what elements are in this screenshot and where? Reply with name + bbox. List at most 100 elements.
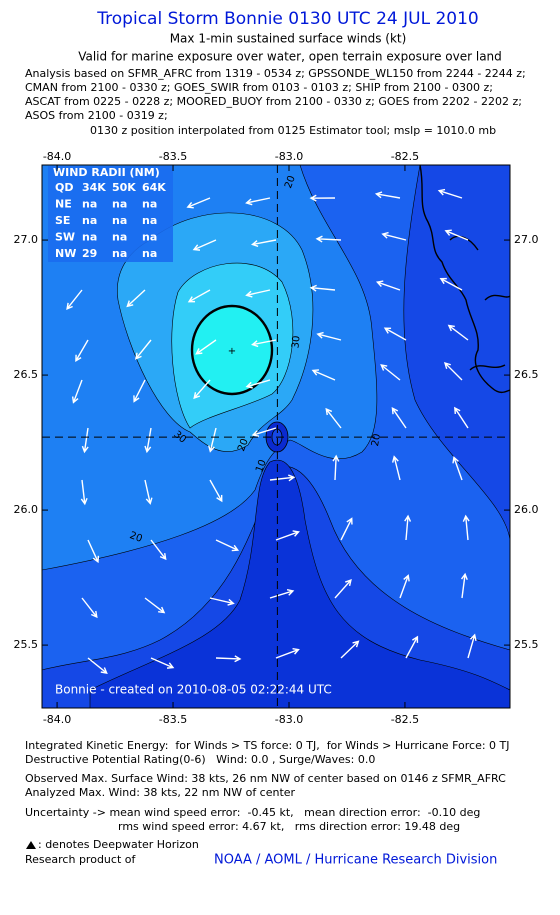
wind-radii-cell: na [82, 231, 97, 244]
wind-arrow [215, 539, 240, 552]
x-tick-label: -83.0 [275, 150, 303, 163]
wind-arrow [192, 239, 217, 251]
y-tick-label: 27.0 [514, 233, 539, 246]
footer-line: rms wind speed error: 4.67 kt, rms direc… [118, 820, 460, 833]
wind-arrow [209, 597, 235, 606]
y-tick-label: 25.5 [514, 638, 539, 651]
analysis-line: ASCAT from 0225 - 0228 z; MOORED_BUOY fr… [25, 95, 522, 108]
wind-arrow [133, 379, 146, 403]
wind-arrow [75, 339, 89, 363]
wind-arrow [316, 331, 342, 341]
wind-arrow [454, 406, 469, 429]
x-tick-label: -83.5 [159, 150, 187, 163]
wind-arrow [250, 239, 277, 248]
wind-radii-cell: 64K [142, 181, 166, 194]
wind-arrow [144, 427, 152, 454]
wind-arrow [437, 188, 463, 199]
wind-arrow [309, 284, 336, 292]
wind-arrow [245, 289, 271, 298]
wind-radii-cell: na [82, 214, 97, 227]
wind-arrow [195, 339, 217, 355]
position-note: 0130 z position interpolated from 0125 E… [90, 124, 496, 137]
wind-arrow [71, 379, 83, 404]
footer-line: Integrated Kinetic Energy: for Winds > T… [25, 739, 510, 752]
wind-band [89, 459, 510, 708]
wind-arrow [375, 280, 401, 291]
wind-radii-cell: NE [55, 198, 72, 211]
wind-arrow [315, 235, 342, 243]
y-tick-label: 26.5 [514, 368, 539, 381]
wind-arrow [309, 194, 336, 202]
contour-label: 20 [128, 530, 144, 545]
y-tick-label: 26.5 [14, 368, 39, 381]
y-tick-label: 26.0 [514, 503, 539, 516]
wind-radii-cell: na [142, 214, 157, 227]
wind-arrow [374, 191, 401, 199]
wind-arrow [452, 456, 463, 481]
wind-arrow [325, 407, 342, 429]
wind-radii-cell: SW [55, 231, 75, 244]
wind-arrow [311, 369, 336, 381]
wind-arrow [275, 530, 300, 541]
wind-arrow [334, 578, 352, 599]
wind-arrow [467, 633, 477, 659]
wind-radii-table: QD 34K 50K 64K NE na na na SE na na na SW na na na NW 29 n… [55, 181, 166, 260]
wind-arrow [405, 635, 419, 659]
wind-arrow [444, 229, 469, 241]
wind-radii-cell: na [112, 231, 127, 244]
wind-arrow [269, 589, 295, 599]
subtitle: Max 1-min sustained surface winds (kt) [170, 32, 407, 46]
wind-radii-cell: NW [55, 247, 76, 260]
wind-arrow [81, 427, 89, 454]
x-tick-label: -84.0 [43, 150, 71, 163]
wind-radii-cell: na [82, 198, 97, 211]
coastline [419, 165, 510, 394]
wind-arrow [380, 364, 401, 381]
wind-arrow [462, 514, 470, 541]
analysis-line: Analysis based on SFMR_AFRC from 1319 - … [25, 67, 526, 80]
map-frame [41, 164, 511, 709]
footer-line: Destructive Potential Rating(0-6) Wind: … [25, 753, 375, 766]
wind-arrow [391, 406, 407, 429]
axes: -84.0 -84.0 -83.5 -83.5 -83.0 -83.0 -82.5 -82.5… [14, 150, 539, 726]
wind-arrow [187, 289, 211, 303]
wind-radii-title: WIND RADII (NM) [53, 166, 160, 179]
wind-arrow [460, 572, 468, 599]
credit: Bonnie - created on 2010-08-05 02:22:44 … [55, 683, 332, 697]
wind-arrow [332, 454, 340, 481]
wind-radii-cell: na [112, 214, 127, 227]
contour-label: 20 [370, 433, 383, 447]
wind-arrow [193, 379, 211, 400]
x-tick-label: -83.0 [275, 713, 303, 726]
wind-radii-cell: na [142, 247, 157, 260]
wind-arrow [144, 597, 166, 614]
wind-radii-cell: na [142, 198, 157, 211]
wind-arrow [144, 479, 153, 505]
contour-label: 30 [290, 335, 302, 349]
wind-arrow [447, 324, 469, 341]
wind-arrow [251, 339, 277, 348]
wind-radii-cell: QD [55, 181, 73, 194]
wind-arrow [150, 657, 175, 669]
y-tick-label: 27.0 [14, 233, 39, 246]
title: Tropical Storm Bonnie 0130 UTC 24 JUL 20… [96, 9, 478, 29]
wind-radii-box [48, 166, 173, 262]
wind-arrow [208, 427, 217, 453]
footer-line: Uncertainty -> mean wind speed error: -0… [25, 806, 480, 819]
wind-arrow [135, 339, 152, 360]
wind-radii-cell: SE [55, 214, 70, 227]
wind-arrow [87, 539, 100, 564]
wind-arrow [391, 455, 401, 481]
footer-line: Analyzed Max. Wind: 38 kts, 22 nm NW of … [25, 786, 296, 799]
wind-arrow [404, 514, 412, 541]
x-tick-label: -82.5 [391, 150, 419, 163]
wind-max-core [190, 304, 274, 396]
wind-arrow [215, 655, 242, 663]
deepwater-icon [26, 841, 36, 849]
wind-arrow [245, 197, 271, 206]
wind-arrow [81, 597, 98, 619]
wind-arrows [66, 188, 477, 674]
wind-arrow [275, 648, 300, 659]
wind-arrow [251, 427, 277, 437]
